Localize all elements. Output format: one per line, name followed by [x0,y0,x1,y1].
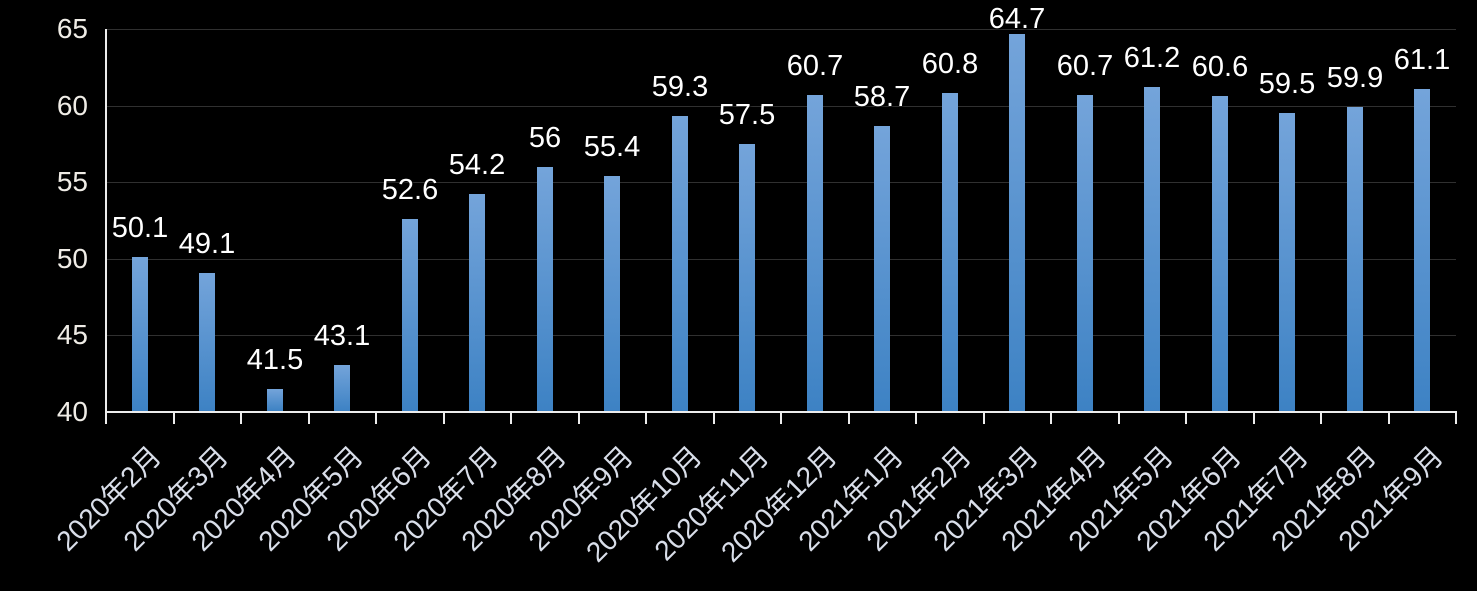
bar-value-label: 60.7 [1056,50,1114,82]
y-axis-label: 50 [56,243,88,274]
bar [537,167,553,411]
y-axis-line [105,29,107,424]
x-axis-tick [375,412,377,424]
gridline [106,29,1456,30]
y-axis-label: 40 [56,396,88,427]
bar-value-label: 58.7 [853,81,911,113]
bar-value-label: 61.1 [1393,44,1451,76]
x-axis-tick [1320,412,1322,424]
x-axis-tick [713,412,715,424]
x-axis-tick [1388,412,1390,424]
bar [267,389,283,411]
x-axis-tick [645,412,647,424]
bar [1347,107,1363,411]
x-axis-tick [443,412,445,424]
gridline [106,335,1456,336]
bar-value-label: 50.1 [111,212,169,244]
bar-value-label: 56 [528,122,562,154]
bar-value-label: 57.5 [718,99,776,131]
gridline [106,259,1456,260]
gridline [106,106,1456,107]
bar [604,176,620,411]
x-axis-tick [1118,412,1120,424]
bar-value-label: 43.1 [313,320,371,352]
bar-value-label: 59.3 [651,71,709,103]
bar-value-label: 52.6 [381,174,439,206]
bar-value-label: 49.1 [178,228,236,260]
x-axis-tick [240,412,242,424]
bar-value-label: 54.2 [448,149,506,181]
y-axis-label: 65 [56,13,88,44]
bar [1144,87,1160,411]
bar [1077,95,1093,411]
bar [874,126,890,411]
bar [672,116,688,411]
bar [1279,113,1295,411]
bar [469,194,485,411]
x-axis-tick [510,412,512,424]
bar-value-label: 55.4 [583,131,641,163]
bar-value-label: 41.5 [246,344,304,376]
bar-value-label: 59.5 [1258,68,1316,100]
bar [942,93,958,411]
bar [1414,89,1430,411]
x-axis-tick [915,412,917,424]
x-axis-tick [1455,412,1457,424]
y-axis-label: 60 [56,90,88,121]
y-axis-label: 45 [56,319,88,350]
bar-value-label: 59.9 [1326,62,1384,94]
bar-value-label: 60.7 [786,50,844,82]
bar [334,365,350,411]
bar-value-label: 64.7 [988,3,1046,35]
bar [1212,96,1228,411]
x-axis-tick [173,412,175,424]
y-axis-label: 55 [56,166,88,197]
bar [807,95,823,411]
x-axis-tick [1050,412,1052,424]
x-axis-tick [578,412,580,424]
bar [1009,34,1025,411]
bar-value-label: 60.8 [921,48,979,80]
bar [402,219,418,411]
bar-value-label: 61.2 [1123,42,1181,74]
gridline [106,182,1456,183]
x-axis-tick [1185,412,1187,424]
x-axis-tick [308,412,310,424]
bar [132,257,148,411]
x-axis-tick [983,412,985,424]
x-axis-tick [1253,412,1255,424]
x-axis-tick [848,412,850,424]
bar [199,273,215,411]
x-axis-tick [780,412,782,424]
x-axis-tick [105,412,107,424]
bar-value-label: 60.6 [1191,51,1249,83]
bar [739,144,755,411]
